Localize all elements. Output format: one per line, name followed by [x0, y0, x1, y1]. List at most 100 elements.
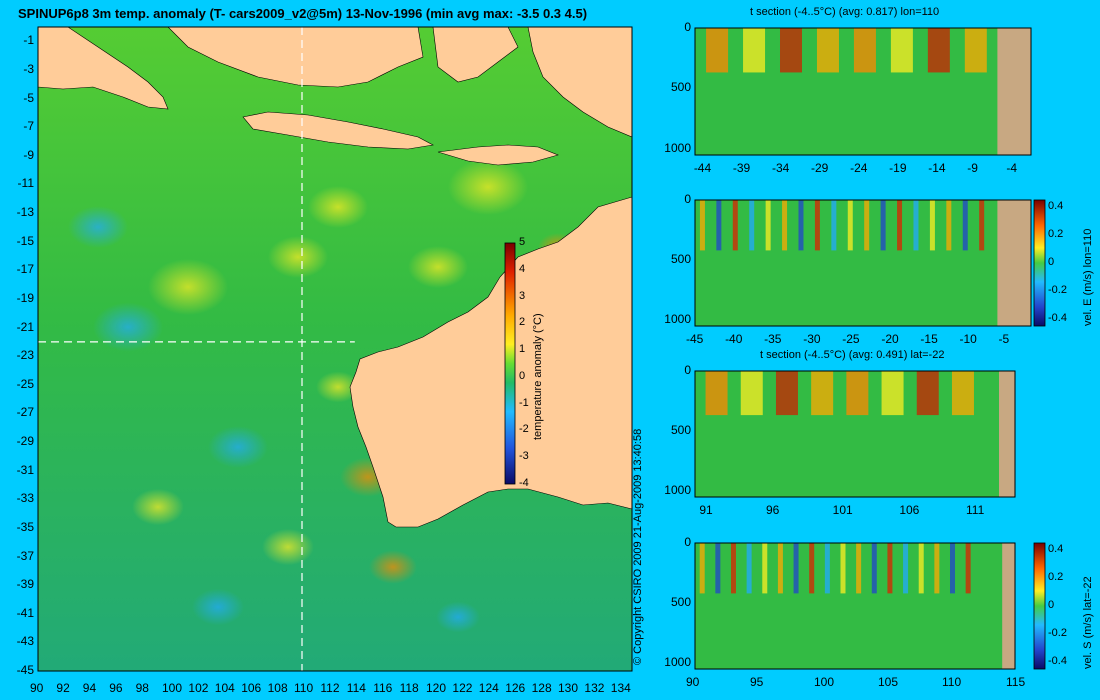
map-eddy [308, 186, 368, 228]
section-x-tick: 95 [750, 675, 764, 689]
section-y-tick: 0 [684, 20, 691, 34]
temperature-colorbar-tick: 4 [519, 262, 526, 275]
section-y-tick: 0 [684, 192, 691, 206]
section-band [715, 543, 721, 594]
section-y-tick: 1000 [664, 140, 691, 155]
lat-tick-label: -45 [16, 663, 34, 677]
lon-tick-label: 110 [294, 681, 314, 695]
section-band [706, 28, 729, 73]
lat-tick-label: -9 [23, 147, 34, 162]
section-band [871, 543, 877, 594]
section-band [897, 200, 903, 251]
section-band [814, 200, 820, 251]
section-band [916, 371, 939, 416]
velocity-colorbar-tick: 0 [1048, 599, 1055, 611]
velocity-colorbar-tick: 0.4 [1048, 200, 1064, 212]
temperature-colorbar [504, 242, 516, 485]
section-y-tick: 500 [670, 423, 691, 437]
section-x-tick: 90 [686, 675, 700, 689]
map-eddy [268, 236, 328, 278]
section-x-tick: -25 [842, 332, 860, 346]
section-panel-4 [694, 542, 1016, 670]
section-x-tick: -44 [693, 161, 712, 175]
section-x-tick: 111 [966, 503, 985, 517]
map-eddy [448, 159, 528, 215]
lat-tick-label: -37 [16, 548, 34, 563]
map-eddy [93, 302, 163, 352]
lat-tick-label: -15 [16, 233, 34, 248]
velocity-colorbar-tick: -0.2 [1048, 284, 1067, 296]
lon-tick-label: 116 [373, 681, 393, 695]
section-title: t section (-4..5°C) (avg: 0.491) lat=-22 [760, 349, 945, 361]
lon-tick-label: 134 [610, 681, 631, 695]
section-land [997, 28, 1031, 155]
temperature-colorbar-tick: -3 [519, 450, 529, 463]
map-eddy [132, 488, 184, 526]
map-eddy [148, 259, 228, 315]
section-x-tick: -9 [967, 161, 978, 175]
lat-tick-label: -41 [16, 605, 34, 620]
map-eddy [192, 588, 244, 626]
section-x-tick: -34 [771, 161, 790, 175]
section-band [743, 28, 766, 73]
temperature-colorbar-label: temperature anomaly (°C) [532, 313, 544, 440]
lon-tick-label: 90 [30, 681, 44, 695]
lon-tick-label: 98 [135, 681, 149, 695]
section-band [699, 200, 705, 251]
section-x-tick: 105 [878, 675, 899, 689]
section-band [903, 543, 909, 594]
sulawesi-landmass [432, 26, 519, 83]
lon-tick-label: 124 [478, 681, 499, 695]
lon-tick-label: 126 [505, 681, 526, 695]
section-band [740, 371, 763, 416]
temperature-colorbar-tick: 1 [519, 343, 526, 356]
lat-tick-label: -31 [16, 462, 34, 477]
section-band [831, 200, 837, 251]
lat-tick-label: -21 [16, 319, 34, 334]
section-panel-3 [694, 370, 1016, 498]
map-eddy [68, 206, 128, 248]
velocity-colorbar-label: vel. E (m/s) lon=110 [1082, 228, 1094, 326]
section-band [775, 371, 798, 416]
section-band [946, 200, 952, 251]
section-band [918, 543, 924, 594]
section-band [913, 200, 919, 251]
section-band [856, 543, 862, 594]
map-eddy [262, 528, 314, 566]
lon-tick-label: 108 [267, 681, 288, 695]
section-band [880, 200, 886, 251]
section-band [934, 543, 940, 594]
lat-tick-label: -39 [16, 577, 34, 592]
borneo-landmass [167, 26, 424, 88]
main-map [37, 26, 633, 672]
lat-tick-label: -33 [16, 491, 34, 506]
lat-tick-label: -27 [16, 405, 34, 420]
section-band [793, 543, 799, 594]
section-y-tick: 500 [670, 80, 691, 95]
section-band [927, 28, 950, 73]
map-eddy [369, 550, 417, 584]
map-eddy [208, 426, 268, 468]
velocity-colorbar [1033, 542, 1046, 670]
section-y-tick: 500 [670, 595, 691, 609]
temperature-colorbar-tick: 3 [519, 289, 526, 302]
section-band [798, 200, 804, 251]
lon-tick-label: 128 [531, 681, 552, 695]
section-x-tick: -4 [1006, 161, 1018, 175]
section-band [929, 200, 935, 251]
section-frame [694, 542, 1016, 670]
map-frame [37, 26, 633, 672]
section-band [864, 200, 870, 251]
temperature-colorbar-tick: -1 [519, 396, 529, 409]
section-x-tick: -19 [889, 161, 907, 175]
section-band [840, 543, 846, 594]
velocity-colorbar-tick: -0.4 [1048, 312, 1067, 324]
section-x-tick: -10 [959, 332, 977, 346]
section-band [881, 371, 904, 416]
lat-tick-label: -7 [23, 119, 34, 134]
lat-tick-label: -1 [23, 33, 34, 48]
section-panel-1 [694, 27, 1032, 156]
velocity-colorbar-tick: 0.2 [1048, 571, 1064, 583]
section-x-tick: -45 [686, 332, 704, 346]
section-land [997, 200, 1031, 326]
